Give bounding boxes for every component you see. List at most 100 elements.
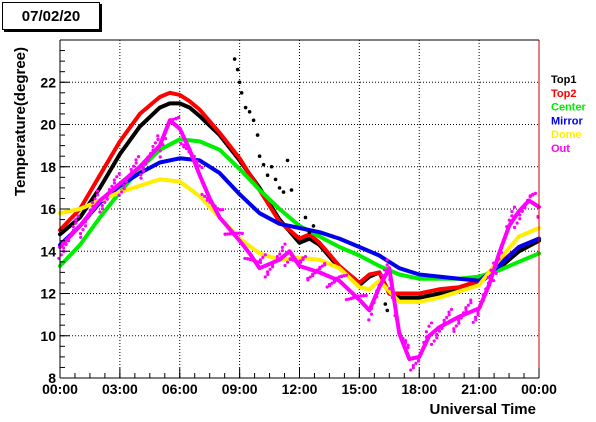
data-point — [510, 214, 514, 218]
data-point — [166, 124, 170, 129]
data-point — [195, 159, 199, 163]
data-point — [174, 116, 178, 120]
data-point — [100, 207, 105, 211]
data-point — [437, 329, 442, 333]
data-point — [120, 190, 124, 194]
data-point — [273, 177, 278, 182]
data-point — [268, 267, 272, 271]
data-point — [459, 316, 463, 320]
data-point — [192, 157, 196, 161]
data-point — [107, 187, 112, 192]
y-tick-label: 12 — [40, 286, 56, 302]
data-point — [510, 209, 514, 214]
data-point — [256, 260, 260, 264]
data-point — [124, 177, 128, 181]
data-point — [151, 148, 155, 152]
data-point — [238, 231, 242, 235]
data-point — [414, 361, 418, 365]
grid-lines — [60, 40, 539, 378]
legend-entry-top2: Top2 — [551, 88, 576, 100]
data-point — [457, 321, 461, 325]
legend-entry-mirror: Mirror — [551, 115, 584, 127]
data-point — [141, 165, 145, 170]
data-point — [218, 208, 222, 212]
data-point — [117, 193, 121, 197]
data-point — [385, 263, 389, 267]
data-point — [307, 230, 312, 235]
data-point — [424, 330, 428, 334]
axis-ticks: 00:00 03:00 06:00 09:00 12:00 15:00 18:00 21:00… — [40, 39, 557, 397]
data-point — [489, 268, 493, 272]
data-point — [163, 137, 168, 141]
data-point — [93, 197, 97, 201]
data-point — [301, 256, 305, 260]
data-point — [79, 235, 83, 239]
data-point — [484, 287, 488, 291]
data-point — [105, 197, 109, 201]
data-point — [429, 342, 434, 346]
data-point — [132, 164, 136, 168]
data-point — [100, 203, 104, 208]
data-point — [122, 183, 126, 188]
data-point — [411, 366, 415, 370]
data-point — [452, 327, 456, 331]
data-point — [161, 143, 165, 147]
data-point — [176, 115, 181, 119]
data-point — [442, 321, 446, 325]
data-point — [195, 161, 199, 165]
data-point — [313, 271, 317, 275]
data-point — [283, 242, 287, 246]
data-point — [461, 311, 466, 315]
data-point — [385, 258, 389, 262]
data-point — [315, 268, 320, 272]
data-point — [253, 259, 257, 263]
data-point — [134, 158, 138, 162]
data-point — [187, 150, 191, 154]
data-point — [523, 206, 527, 210]
data-point — [377, 283, 381, 287]
data-point — [117, 171, 121, 176]
data-point — [486, 281, 490, 285]
data-point — [469, 301, 473, 305]
data-point — [492, 261, 496, 265]
data-point — [153, 141, 158, 145]
data-point — [422, 346, 426, 350]
data-point — [62, 246, 66, 250]
data-point — [320, 264, 324, 268]
data-point — [424, 335, 428, 339]
legend-entry-out: Out — [551, 143, 570, 155]
data-point — [261, 255, 265, 259]
data-point — [419, 351, 423, 355]
data-point — [278, 252, 282, 256]
data-point — [64, 242, 68, 246]
data-point — [512, 225, 517, 230]
data-point — [476, 313, 480, 317]
y-tick-label: 20 — [40, 117, 56, 133]
data-point — [91, 204, 95, 209]
data-point — [127, 174, 131, 178]
data-point — [435, 332, 439, 337]
legend-entry-top1: Top1 — [551, 74, 576, 86]
x-tick-label: 12:00 — [282, 381, 318, 397]
data-point — [221, 208, 225, 212]
data-point — [286, 260, 290, 264]
data-point — [494, 271, 498, 276]
x-tick-label: 06:00 — [162, 381, 198, 397]
data-point — [88, 208, 92, 212]
y-axis-title: Temperature(degree) — [12, 47, 29, 196]
data-point — [364, 293, 368, 298]
series-line — [58, 90, 541, 296]
data-point — [293, 259, 298, 263]
data-point — [283, 263, 287, 268]
data-point — [139, 176, 143, 180]
data-point — [449, 307, 454, 311]
data-point — [248, 258, 252, 262]
data-point — [275, 254, 279, 259]
data-point — [398, 334, 402, 338]
data-point — [144, 162, 148, 166]
data-point — [124, 180, 129, 184]
data-point — [88, 212, 92, 216]
data-point — [401, 336, 405, 340]
data-point — [442, 318, 446, 322]
